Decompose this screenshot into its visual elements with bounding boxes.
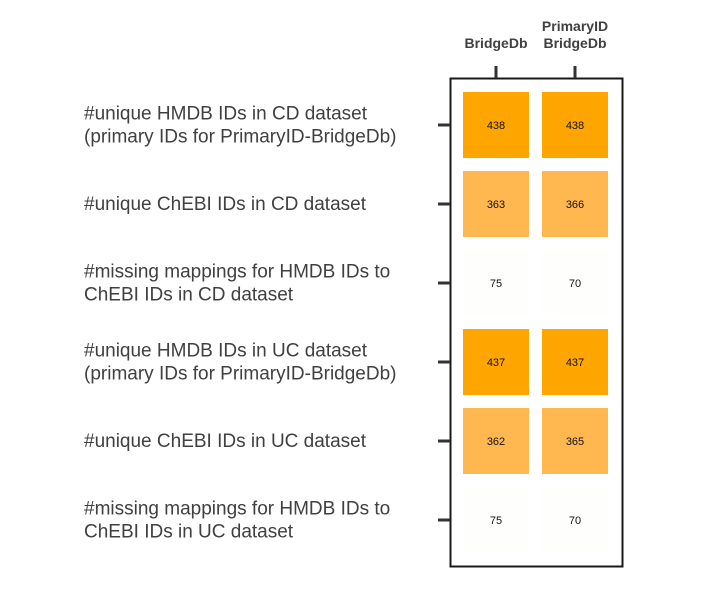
cell-value-label: 363 [487,199,505,211]
heatmap-cell [463,250,529,316]
row-label: #unique HMDB IDs in CD dataset [84,104,368,125]
heatmap-cell [463,92,529,158]
heatmap-cell [463,408,529,474]
row-label: ChEBI IDs in CD dataset [84,285,294,306]
row-label: #unique HMDB IDs in UC dataset [84,341,368,362]
cell-value-label: 437 [566,357,584,369]
cell-value-label: 75 [490,515,502,527]
heatmap-cells: 438 438 363 366 75 70 437 437 362 365 75 70 [463,92,608,553]
heatmap-cell [463,487,529,553]
column-label: BridgeDb [465,35,528,51]
row-label: (primary IDs for PrimaryID-BridgeDb) [84,364,396,385]
row-label: #missing mappings for HMDB IDs to [84,499,390,520]
cell-value-label: 366 [566,199,584,211]
row-label: (primary IDs for PrimaryID-BridgeDb) [84,127,396,148]
cell-value-label: 362 [487,436,505,448]
heatmap-cell [463,171,529,237]
row-labels: #unique HMDB IDs in CD dataset(primary I… [84,104,450,543]
cell-value-label: 365 [566,436,584,448]
column-label: BridgeDb [544,35,607,51]
column-label: PrimaryID [542,18,608,34]
heatmap-frame [449,77,624,568]
row-label: #unique ChEBI IDs in UC dataset [84,431,367,452]
heatmap-cell [542,329,608,395]
cell-value-label: 437 [487,357,505,369]
row-label: ChEBI IDs in UC dataset [84,522,294,543]
heatmap-cell [463,329,529,395]
heatmap-cell [542,250,608,316]
heatmap-cell [542,171,608,237]
heatmap-cell [542,408,608,474]
cell-value-label: 70 [569,278,581,290]
cell-value-label: 75 [490,278,502,290]
heatmap-cell [542,92,608,158]
cell-value-label: 438 [487,120,505,132]
cell-value-label: 438 [566,120,584,132]
heatmap-cell [542,487,608,553]
row-label: #missing mappings for HMDB IDs to [84,262,390,283]
row-label: #unique ChEBI IDs in CD dataset [84,194,367,215]
cell-value-label: 70 [569,515,581,527]
